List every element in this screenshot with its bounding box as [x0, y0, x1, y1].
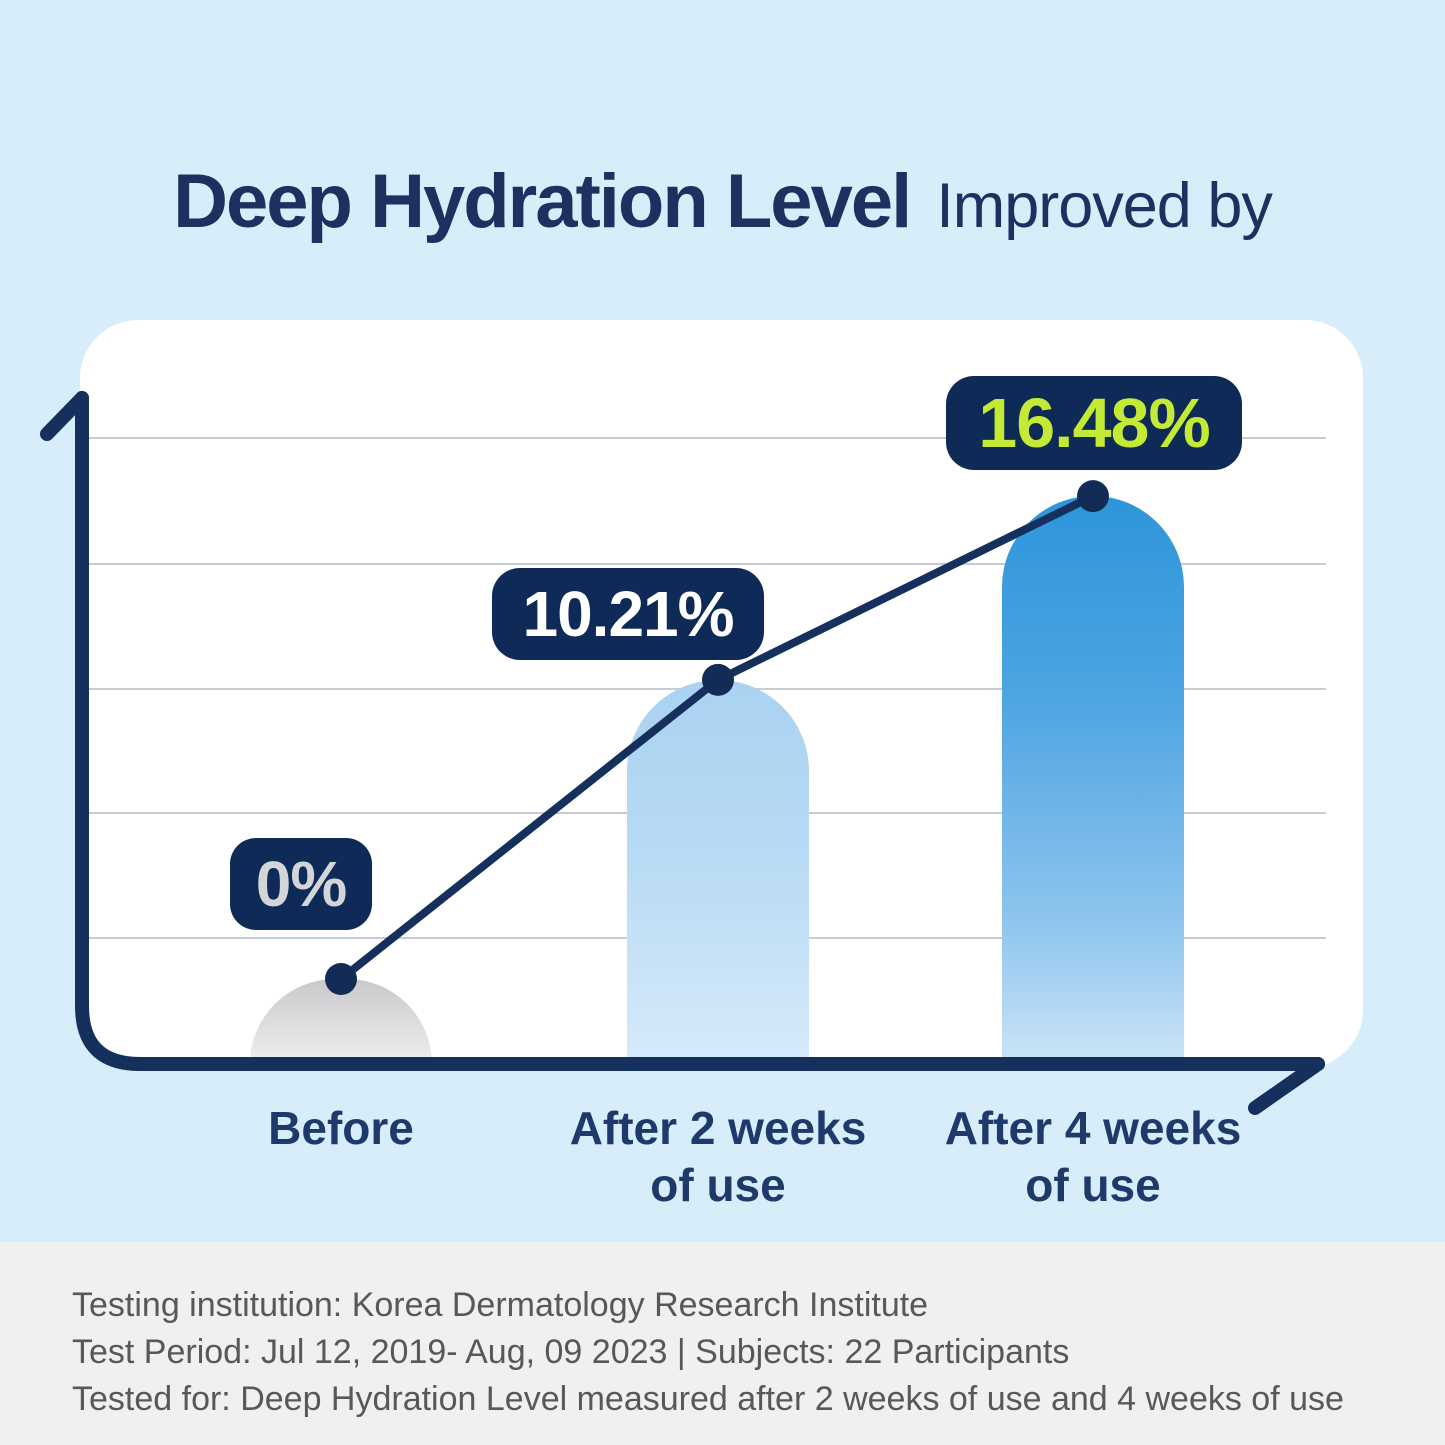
bar-before [250, 979, 432, 1064]
x-label-before-line1: Before [268, 1102, 414, 1154]
x-label-2-weeks-line1: After 2 weeks [569, 1102, 867, 1154]
x-label-4-weeks: After 4 weeks of use [945, 1100, 1242, 1214]
footer-line-test-period: Test Period: Jul 12, 2019- Aug, 09 2023 … [72, 1333, 1070, 1371]
page-title: Deep Hydration Level Improved by [0, 158, 1445, 245]
x-label-4-weeks-line1: After 4 weeks [944, 1102, 1242, 1154]
footer: Testing institution: Korea Dermatology R… [0, 1242, 1445, 1445]
value-badge-4-weeks-label: 16.48% [978, 384, 1210, 462]
x-label-2-weeks-line2: of use [650, 1159, 786, 1211]
footer-line-tested-for: Tested for: Deep Hydration Level measure… [72, 1380, 1344, 1418]
page-title-suffix: Improved by [936, 171, 1273, 241]
value-badge-4-weeks: 16.48% [946, 376, 1242, 470]
bar-4-weeks [1002, 496, 1184, 1064]
x-label-2-weeks: After 2 weeks of use [570, 1100, 867, 1214]
x-label-4-weeks-line2: of use [1025, 1159, 1161, 1211]
bar-2-weeks [627, 679, 809, 1064]
x-label-before: Before [268, 1100, 414, 1157]
value-badge-before-label: 0% [255, 848, 347, 920]
value-badge-2-weeks: 10.21% [492, 568, 764, 660]
value-badge-before: 0% [230, 838, 372, 930]
footer-line-testing-institution: Testing institution: Korea Dermatology R… [72, 1286, 929, 1324]
value-badge-2-weeks-label: 10.21% [522, 578, 734, 650]
page-title-main: Deep Hydration Level [173, 159, 912, 244]
footer-text: Testing institution: Korea Dermatology R… [0, 1242, 1445, 1423]
